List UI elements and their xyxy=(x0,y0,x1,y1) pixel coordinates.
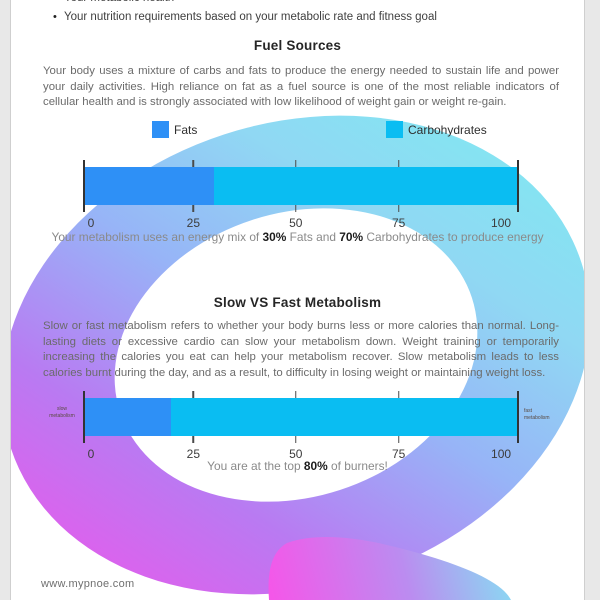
slow-metabolism-label: slow metabolism xyxy=(49,406,75,419)
metabolism-heading: Slow VS Fast Metabolism xyxy=(213,295,382,310)
tick-label: 75 xyxy=(391,216,406,230)
caption-text: Fats and xyxy=(286,230,340,244)
list-item: • Your nutrition requirements based on y… xyxy=(53,8,544,27)
bullet-icon: • xyxy=(53,0,64,8)
axis-tick xyxy=(192,160,195,167)
bottom-blob-shape xyxy=(268,537,511,600)
axis-tick xyxy=(397,436,400,443)
legend-item-fats: Fats xyxy=(152,121,197,138)
bullet-text: Your nutrition requirements based on you… xyxy=(64,11,437,23)
axis-tick xyxy=(295,436,297,443)
tick-label: 100 xyxy=(491,447,512,461)
report-page: • Your metabolic health • Your nutrition… xyxy=(10,0,585,600)
fats-bar-segment xyxy=(84,167,215,205)
fats-swatch-icon xyxy=(152,121,169,138)
tick-label: 100 xyxy=(491,216,512,230)
caption-text: Carbohydrates to produce energy xyxy=(363,230,544,244)
metabolism-bar-chart: slow metabolism fast metabolism 0 25 50 … xyxy=(49,391,550,461)
tick-label: 75 xyxy=(391,447,406,461)
axis-endcap xyxy=(83,160,85,212)
intro-bullet-list: • Your metabolic health • Your nutrition… xyxy=(53,0,544,27)
axis-tick xyxy=(397,391,400,398)
axis-endcap xyxy=(517,160,519,212)
slow-bar-segment xyxy=(84,398,171,436)
tick-label: 25 xyxy=(186,216,201,230)
fast-metabolism-label: fast metabolism xyxy=(524,408,550,421)
fast-bar-segment xyxy=(170,398,518,436)
bullet-icon: • xyxy=(53,11,57,23)
fuel-sources-heading: Fuel Sources xyxy=(253,38,342,53)
metabolism-paragraph: Slow or fast metabolism refers to whethe… xyxy=(43,320,559,379)
axis-tick xyxy=(397,160,400,167)
caption-text: Your metabolism uses an energy mix of xyxy=(51,230,263,244)
axis-tick xyxy=(192,391,195,398)
bullet-text: Your metabolic health xyxy=(64,0,174,8)
legend-item-carbohydrates: Carbohydrates xyxy=(386,121,487,138)
legend-label: Fats xyxy=(174,122,198,137)
tick-label: 0 xyxy=(87,216,95,230)
gradient-ring-decoration xyxy=(11,115,584,600)
carbohydrates-swatch-icon xyxy=(386,121,403,138)
tick-label: 50 xyxy=(289,447,303,461)
fuel-sources-paragraph: Your body uses a mixture of carbs and fa… xyxy=(43,65,559,109)
list-item: • Your metabolic health xyxy=(53,0,544,8)
ring-shape xyxy=(11,115,584,595)
x-axis-labels: 0 25 50 75 100 xyxy=(84,447,518,462)
axis-tick xyxy=(192,205,195,212)
axis-tick xyxy=(397,205,400,212)
stacked-bar xyxy=(84,398,518,436)
tick-label: 25 xyxy=(186,447,201,461)
fats-percentage: 30% xyxy=(262,230,287,244)
burners-percentage: 80% xyxy=(303,459,328,473)
carbohydrates-percentage: 70% xyxy=(339,230,364,244)
footer-url: www.mypnoe.com xyxy=(41,578,135,590)
tick-label: 50 xyxy=(289,216,303,230)
stacked-bar xyxy=(84,167,518,205)
legend-label: Carbohydrates xyxy=(408,122,487,137)
caption-text: of burners! xyxy=(327,459,388,473)
axis-endcap xyxy=(83,391,85,443)
tick-label: 0 xyxy=(87,447,95,461)
metabolism-caption: You are at the top 80% of burners! xyxy=(11,459,584,473)
axis-tick xyxy=(295,391,297,398)
fuel-sources-caption: Your metabolism uses an energy mix of 30… xyxy=(11,230,584,244)
axis-tick xyxy=(295,205,297,212)
x-axis-labels: 0 25 50 75 100 xyxy=(84,216,518,231)
caption-text: You are at the top xyxy=(207,459,304,473)
axis-tick xyxy=(295,160,297,167)
axis-tick xyxy=(192,436,195,443)
carbohydrates-bar-segment xyxy=(214,167,518,205)
axis-endcap xyxy=(517,391,519,443)
fuel-sources-bar-chart: 0 25 50 75 100 xyxy=(83,160,519,230)
